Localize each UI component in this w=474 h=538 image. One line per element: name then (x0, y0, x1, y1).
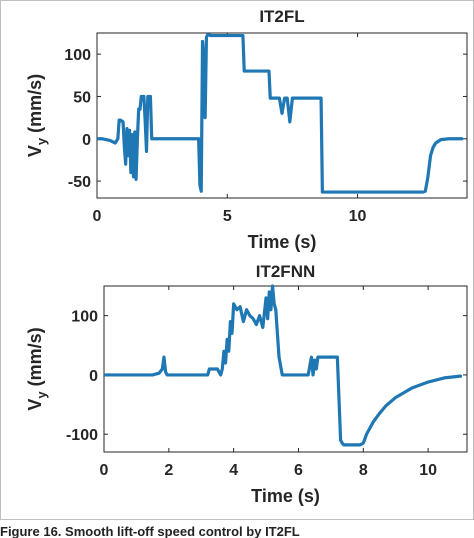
y-axis-label: Vy (mm/s) (25, 327, 49, 410)
x-tick-label: 10 (419, 462, 437, 479)
x-axis-label: Time (s) (251, 486, 320, 506)
y-axis-label: Vy (mm/s) (25, 74, 49, 157)
x-tick-label: 6 (294, 462, 303, 479)
y-tick-label: 50 (73, 89, 91, 106)
chart-title: IT2FL (259, 7, 304, 26)
series-line-1 (97, 33, 464, 194)
y-tick-label: 0 (82, 132, 91, 149)
chart-2: IT2FNN 0 2 4 6 8 10 -100 0 100 Time (s) Vy (mm/s) (25, 262, 468, 506)
plot-frame (103, 285, 468, 453)
plot-frame (96, 32, 468, 199)
y-tick-label: 100 (64, 47, 91, 64)
y-tick-label: -100 (66, 427, 98, 444)
figure-frame: IT2FL 0 5 10 -50 0 50 100 Time (s) Vy (mm/s) IT2FN… (0, 0, 474, 520)
y-tick-label: 0 (89, 368, 98, 385)
x-axis-label: Time (s) (248, 232, 317, 252)
series-line-1 (104, 284, 463, 447)
x-tick-label: 0 (93, 208, 102, 225)
x-tick-label: 8 (359, 462, 368, 479)
x-tick-label: 10 (349, 208, 367, 225)
x-tick-label: 2 (164, 462, 173, 479)
chart-title: IT2FNN (256, 262, 316, 281)
figure-caption: Figure 16. Smooth lift-off speed control… (0, 524, 300, 538)
y-tick-label: -50 (68, 174, 91, 191)
x-tick-label: 5 (223, 208, 232, 225)
y-tick-label: 100 (71, 309, 98, 326)
x-tick-label: 0 (100, 462, 109, 479)
x-tick-label: 4 (229, 462, 238, 479)
